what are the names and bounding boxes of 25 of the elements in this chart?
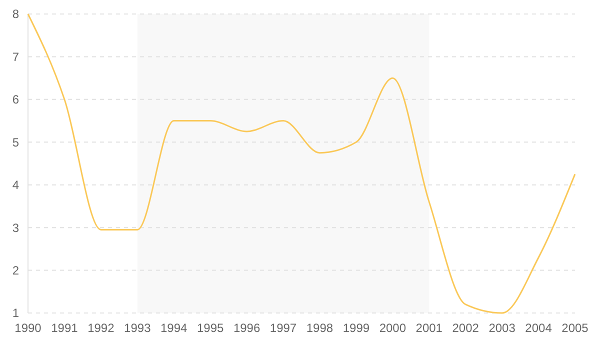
y-tick-label: 7 bbox=[12, 50, 20, 64]
x-tick-label: 2000 bbox=[379, 321, 406, 335]
x-tick-label: 2005 bbox=[562, 321, 589, 335]
x-tick-label: 2001 bbox=[416, 321, 443, 335]
y-tick-label: 1 bbox=[12, 306, 20, 320]
x-tick-label: 1994 bbox=[160, 321, 188, 335]
y-tick-label: 6 bbox=[12, 92, 20, 107]
x-tick-label: 2004 bbox=[525, 321, 552, 335]
x-tick-label: 1997 bbox=[270, 321, 297, 335]
x-tick-label: 1993 bbox=[124, 321, 152, 335]
x-tick-label: 1998 bbox=[306, 321, 334, 335]
x-tick-label: 2002 bbox=[452, 321, 480, 335]
x-tick-label: 2003 bbox=[488, 321, 516, 335]
line-series bbox=[27, 13, 576, 314]
x-tick-label: 1991 bbox=[51, 321, 78, 335]
y-tick-label: 3 bbox=[12, 220, 20, 235]
y-tick-label: 8 bbox=[12, 7, 20, 22]
x-tick-label: 1992 bbox=[88, 321, 115, 335]
x-tick-label: 1999 bbox=[342, 321, 370, 335]
x-tick-label: 1995 bbox=[196, 321, 224, 335]
y-tick-label: 5 bbox=[12, 135, 20, 150]
x-tick-label: 1990 bbox=[14, 321, 42, 335]
x-tick-label: 1996 bbox=[233, 321, 260, 335]
y-tick-label: 4 bbox=[12, 178, 20, 192]
y-tick-label: 2 bbox=[12, 263, 20, 278]
